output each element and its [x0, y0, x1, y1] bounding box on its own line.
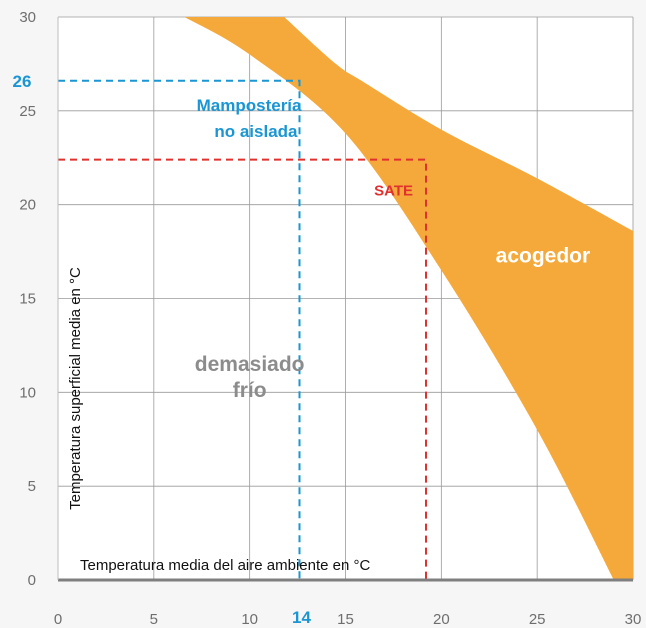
x-tick-label: 25 [529, 611, 546, 628]
axes [57, 17, 633, 582]
comfort-band [184, 17, 633, 580]
annotations: demasiado frío acogedor Mampostería no a… [13, 72, 591, 627]
y-tick-label: 5 [28, 478, 36, 495]
x-tick-label: 20 [433, 611, 450, 628]
y-tick-label: 10 [19, 384, 36, 401]
x-axis-title: Temperatura media del aire ambiente en °… [80, 557, 370, 574]
masonry-label-line2: no aislada [214, 122, 298, 141]
tick-labels: 0 5 10 15 20 25 30 0 5 10 15 20 25 30 [19, 9, 641, 628]
sate-label: SATE [374, 183, 413, 200]
y-tick-label: 30 [19, 9, 36, 26]
masonry-x-tick-label: 14 [292, 608, 311, 627]
x-tick-label: 30 [625, 611, 642, 628]
guide-lines [58, 79, 427, 580]
x-tick-label: 15 [337, 611, 354, 628]
too-cold-label-line2: frío [233, 379, 267, 402]
x-tick-label: 5 [150, 611, 158, 628]
masonry-label-line1: Mampostería [197, 96, 302, 115]
masonry-y-tick-label: 26 [13, 72, 32, 91]
sate-guide-line [58, 158, 427, 580]
y-tick-label: 0 [28, 572, 36, 589]
y-tick-label: 15 [19, 291, 36, 308]
y-tick-label: 25 [19, 103, 36, 120]
too-cold-label-line1: demasiado [195, 353, 305, 376]
masonry-guide-line [58, 79, 301, 580]
x-tick-label: 10 [241, 611, 258, 628]
y-axis-title: Temperatura superficial media en °C [67, 267, 84, 510]
y-tick-label: 20 [19, 197, 36, 214]
cozy-label: acogedor [496, 244, 591, 267]
x-tick-label: 0 [54, 611, 62, 628]
